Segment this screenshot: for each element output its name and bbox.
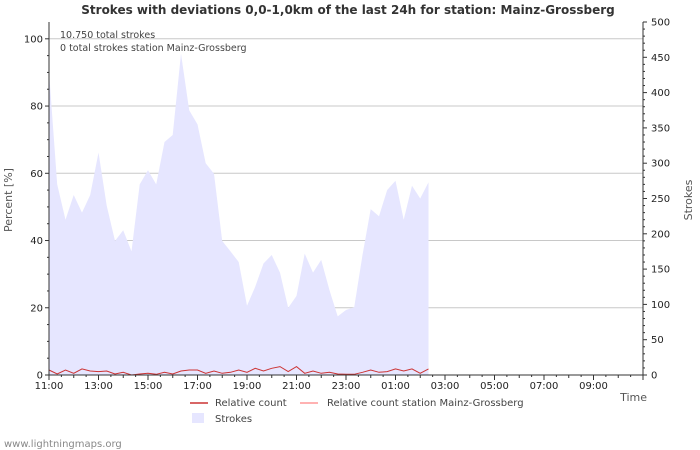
y-right-tick-label: 150 [651,265,670,276]
y-left-tick-label: 80 [30,102,43,113]
x-tick-label: 17:00 [183,381,212,392]
y-right-tick-label: 500 [651,18,670,29]
y-left-tick-label: 0 [37,371,43,382]
y-left-tick-label: 60 [30,169,43,180]
legend-label-strokes: Strokes [215,414,252,425]
x-axis: 11:00 13:00 15:00 17:00 19:00 21:00 23:00 01:00… [35,375,644,392]
legend: Relative count Relative count station Ma… [190,398,524,425]
legend-label-relative-count: Relative count [215,398,287,409]
y-right-tick-label: 300 [651,159,670,170]
y-axis-left: 0 20 40 60 80 100 [24,34,49,382]
x-tick-label: 03:00 [431,381,460,392]
y-right-tick-label: 400 [651,88,670,99]
annotation-station-strokes: 0 total strokes station Mainz-Grossberg [60,43,247,54]
x-tick-label: 13:00 [84,381,113,392]
y-left-tick-label: 20 [30,303,43,314]
x-tick-label: 07:00 [530,381,559,392]
legend-label-relative-count-station: Relative count station Mainz-Grossberg [327,398,524,409]
y-axis-left-label: Percent [%] [2,168,15,232]
footer-source: www.lightningmaps.org [4,439,122,450]
y-right-tick-label: 200 [651,229,670,240]
legend-swatch-strokes [192,413,204,423]
chart-title: Strokes with deviations 0,0-1,0km of the… [81,3,614,17]
x-tick-label: 01:00 [381,381,410,392]
x-tick-label: 09:00 [579,381,608,392]
y-left-tick-label: 40 [30,236,43,247]
x-tick-label: 23:00 [332,381,361,392]
y-right-tick-label: 450 [651,53,670,64]
y-right-tick-label: 0 [651,371,657,382]
y-left-tick-label: 100 [24,34,43,45]
x-tick-label: 15:00 [134,381,163,392]
y-right-tick-label: 350 [651,123,670,134]
relative-count-line [48,365,429,376]
annotation-total-strokes: 10.750 total strokes [60,30,155,41]
x-axis-label: Time [619,391,647,404]
x-tick-label: 05:00 [480,381,509,392]
y-axis-right-label: Strokes [682,179,695,220]
y-right-tick-label: 100 [651,300,670,311]
x-tick-label: 21:00 [282,381,311,392]
x-tick-label: 11:00 [35,381,64,392]
y-right-tick-label: 50 [651,335,664,346]
y-axis-right: 0 50 100 150 200 250 300 350 400 450 500 [643,18,670,382]
strokes-area [49,53,429,376]
y-right-tick-label: 250 [651,194,670,205]
x-tick-label: 19:00 [233,381,262,392]
